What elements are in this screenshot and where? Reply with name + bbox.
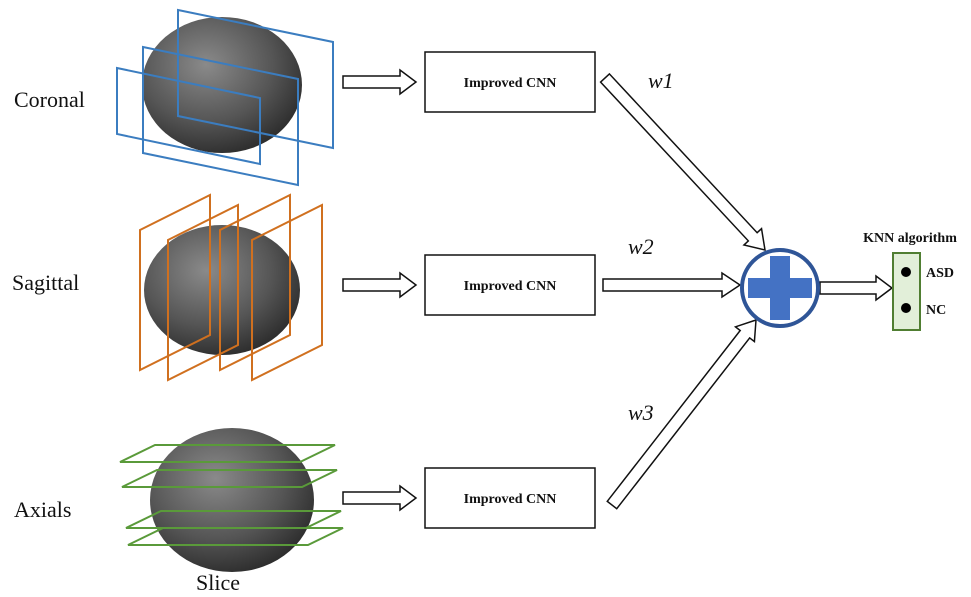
arrow xyxy=(343,486,416,510)
coronal-brain xyxy=(117,10,333,185)
weight-label: w3 xyxy=(628,400,654,425)
diagram: KNN algorithm ASD NC Coronal Sagittal Ax… xyxy=(0,0,971,597)
arrow xyxy=(603,273,740,297)
view-label: Axials xyxy=(14,497,71,522)
view-label: Sagittal xyxy=(12,270,79,295)
axial-brain xyxy=(120,428,343,572)
model-label: Improved CNN xyxy=(464,279,557,294)
view-label: Coronal xyxy=(14,87,85,112)
knn-box xyxy=(893,253,920,330)
sagittal-brain xyxy=(140,195,322,380)
model-label: Improved CNN xyxy=(464,76,557,91)
model-label: Improved CNN xyxy=(464,492,557,507)
class-label: ASD xyxy=(926,266,954,281)
arrow xyxy=(601,74,765,250)
weight-label: w2 xyxy=(628,234,654,259)
class-label: NC xyxy=(926,303,946,318)
slice-label: Slice xyxy=(196,570,240,595)
classifier-title: KNN algorithm xyxy=(863,231,957,246)
weight-label: w1 xyxy=(648,68,674,93)
class-dot xyxy=(901,267,911,277)
fusion-node xyxy=(742,250,818,326)
class-dot xyxy=(901,303,911,313)
arrow xyxy=(343,273,416,297)
arrow xyxy=(820,276,892,300)
arrow xyxy=(343,70,416,94)
